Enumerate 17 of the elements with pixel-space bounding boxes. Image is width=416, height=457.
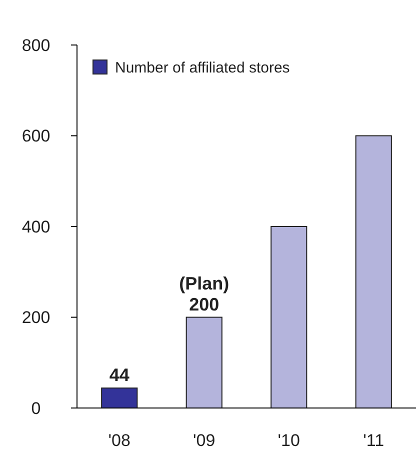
annotation: (Plan) — [179, 273, 230, 294]
y-tick-label: 800 — [22, 36, 50, 55]
bar — [101, 388, 138, 408]
y-tick-label: 200 — [22, 308, 50, 328]
bar — [355, 135, 392, 408]
y-tick-label: 600 — [22, 126, 50, 146]
bar — [186, 316, 222, 408]
x-tick-label: '11 — [363, 430, 384, 450]
data-label: 44 — [109, 365, 130, 386]
y-tick-label: 400 — [22, 217, 50, 236]
data-label: 200 — [189, 294, 220, 314]
x-tick-label: '10 — [278, 430, 300, 450]
bar — [270, 226, 308, 408]
legend-label: Number of affiliated stores — [115, 59, 290, 76]
y-tick-label: 0 — [31, 398, 41, 418]
x-tick-label: '08 — [108, 430, 130, 450]
x-tick-label: '09 — [193, 430, 216, 450]
